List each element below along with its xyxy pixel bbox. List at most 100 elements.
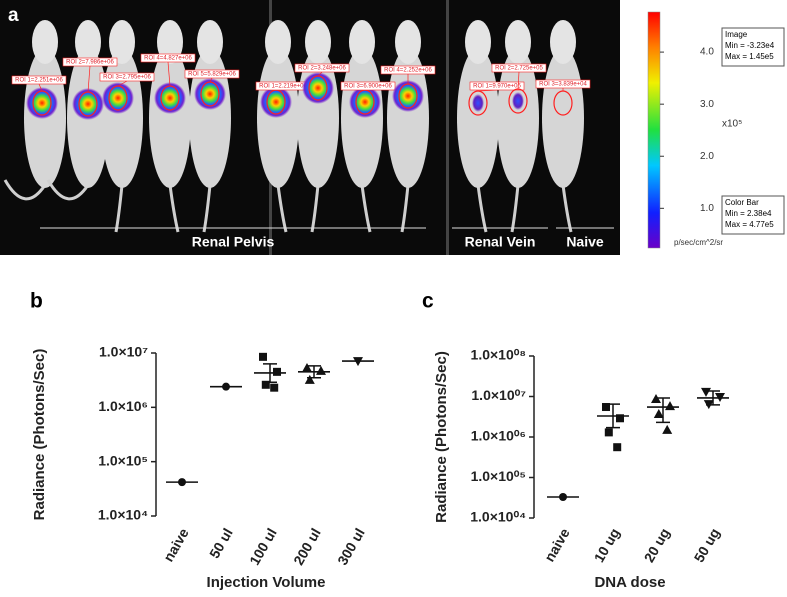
roi-label: ROI 4=2.252e+06 xyxy=(384,68,432,74)
roi-label: ROI 5=5.829e+06 xyxy=(188,72,236,78)
roi-label: ROI 1=9.970e+05 xyxy=(473,84,521,90)
panel-label: c xyxy=(422,290,434,313)
y-tick-label: 1.0×10⁰⁵ xyxy=(471,468,526,484)
roi-label: ROI 2=7.986e+06 xyxy=(66,60,114,66)
colorbar-tick-label: 3.0 xyxy=(700,99,714,110)
roi-label-box xyxy=(11,75,67,85)
colorbar-scale: x10⁵ xyxy=(722,119,742,130)
y-tick-label: 1.0×10⁰⁶ xyxy=(471,428,526,444)
roi-label-box xyxy=(140,53,196,63)
data-point xyxy=(304,374,315,384)
signal xyxy=(472,94,484,112)
roi-leader xyxy=(38,83,43,92)
roi-label: ROI 3=3.839e+04 xyxy=(539,82,587,88)
y-tick-label: 1.0×10⁰⁴ xyxy=(470,509,526,525)
info-text: Max = 1.45e5 xyxy=(725,52,774,61)
data-point xyxy=(316,365,326,375)
roi-label-box xyxy=(340,81,396,91)
signal xyxy=(302,72,334,104)
data-point xyxy=(270,383,279,392)
signal xyxy=(349,86,381,118)
mouse-body xyxy=(542,48,584,188)
roi-leader xyxy=(517,71,520,90)
info-text: Max = 4.77e5 xyxy=(725,220,774,229)
info-text: Image xyxy=(725,30,748,39)
roi-label-box xyxy=(491,63,547,73)
mouse-head xyxy=(109,20,135,64)
mouse-tail xyxy=(46,179,90,201)
signal xyxy=(392,80,424,112)
mouse-head xyxy=(265,20,291,64)
panel-label: a xyxy=(8,5,19,26)
y-tick-label: 1.0×10⁵ xyxy=(98,452,148,468)
roi-leader xyxy=(87,65,91,93)
info-text: Min = -3.23e4 xyxy=(725,41,775,50)
y-tick-label: 1.0×10⁰⁷ xyxy=(471,387,526,403)
data-point xyxy=(665,401,675,411)
roi-leader xyxy=(317,71,323,77)
x-tick-label: 20 ug xyxy=(641,525,673,565)
signal xyxy=(102,82,134,114)
image-box xyxy=(721,27,785,67)
roi-leader xyxy=(167,61,171,87)
mouse-head xyxy=(75,20,101,64)
x-tick-label: naive xyxy=(541,525,573,564)
group-label: Renal Vein xyxy=(465,234,536,250)
error-bar xyxy=(656,397,670,424)
mouse-body xyxy=(387,48,429,188)
x-tick-label: 10 ug xyxy=(591,525,623,565)
y-tick-label: 1.0×10⁰⁸ xyxy=(471,347,526,363)
roi-label-box xyxy=(380,65,436,75)
x-axis-title: Injection Volume xyxy=(207,574,326,591)
data-point xyxy=(701,387,711,397)
roi-label-box xyxy=(294,63,350,73)
y-tick-label: 1.0×10⁷ xyxy=(99,344,148,360)
colorbar-tick-label: 2.0 xyxy=(700,151,714,162)
data-point xyxy=(715,393,725,403)
data-point xyxy=(273,367,281,376)
data-point xyxy=(651,393,661,403)
data-point xyxy=(259,352,267,361)
data-point xyxy=(302,362,312,372)
roi-label: ROI 3=6.900e+06 xyxy=(344,84,392,90)
mouse-tail xyxy=(114,184,124,233)
signal xyxy=(154,82,186,114)
roi-label-box xyxy=(535,79,591,89)
roi-label: ROI 1=2.219e+06 xyxy=(259,84,307,90)
info-text: Min = 2.38e4 xyxy=(725,209,772,218)
roi-label: ROI 2=3.248e+06 xyxy=(298,66,346,72)
roi-label: ROI 4=4.827e+06 xyxy=(144,56,192,62)
info-text: Color Bar xyxy=(725,198,759,207)
data-point xyxy=(559,493,567,502)
roi-label: ROI 3=2.795e+06 xyxy=(103,75,151,81)
mouse-tail xyxy=(168,184,180,233)
mouse-tail xyxy=(360,184,372,233)
mouse-head xyxy=(32,20,58,64)
roi-label: ROI 2=2.725e+05 xyxy=(495,66,543,72)
y-axis-title: Radiance (Photons/Sec) xyxy=(433,351,450,523)
colorbar-box xyxy=(721,195,785,235)
signal xyxy=(194,78,226,110)
panel-label: b xyxy=(30,290,43,313)
roi-label-box xyxy=(469,81,525,91)
data-point xyxy=(353,357,363,367)
mouse-tail xyxy=(561,184,573,233)
y-axis-title: Radiance (Photons/Sec) xyxy=(31,349,48,521)
x-axis-title: DNA dose xyxy=(594,574,665,591)
mouse-head xyxy=(305,20,331,64)
mouse-tail xyxy=(310,184,320,233)
x-tick-label: 100 ul xyxy=(246,525,280,567)
x-tick-label: naive xyxy=(160,525,192,564)
mouse-body xyxy=(257,48,299,188)
data-point xyxy=(602,403,610,412)
mouse-body xyxy=(149,48,191,188)
x-tick-label: 300 ul xyxy=(334,525,368,567)
data-point xyxy=(662,424,673,434)
data-point xyxy=(222,382,230,391)
photo-divider xyxy=(446,0,449,255)
x-tick-label: 50 ul xyxy=(206,525,236,561)
mouse-head xyxy=(465,20,491,64)
mouse-head xyxy=(197,20,223,64)
roi-label-box xyxy=(99,72,155,82)
colorbar-tick-label: 4.0 xyxy=(700,47,714,58)
